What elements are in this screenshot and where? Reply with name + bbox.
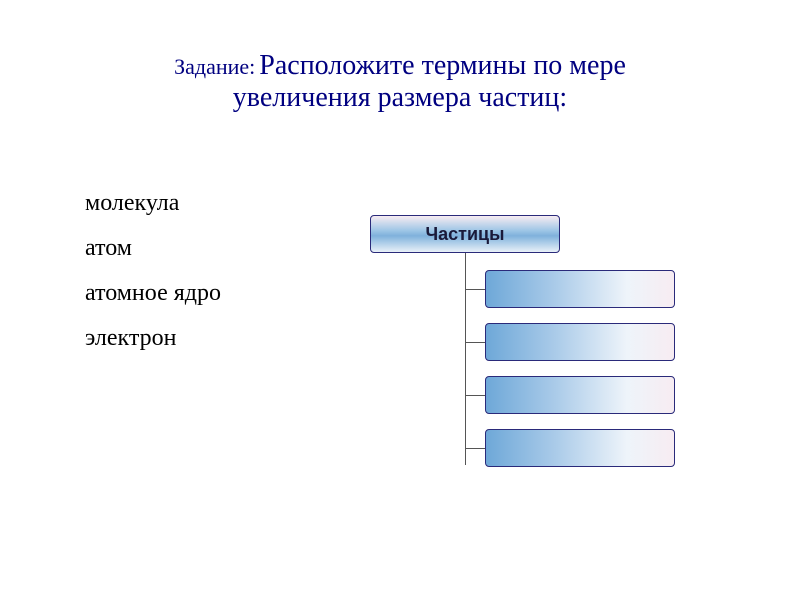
tree-child-slot[interactable]	[485, 429, 675, 467]
title-line2: увеличения размера частиц:	[233, 82, 567, 113]
tree-connector	[465, 395, 485, 396]
title-line1: Расположите термины по мере	[259, 50, 626, 81]
tree-child-slot[interactable]	[485, 323, 675, 361]
term-item: молекула	[85, 190, 221, 217]
tree-diagram: Частицы	[370, 215, 560, 253]
terms-list: молекула атом атомное ядро электрон	[85, 190, 221, 370]
tree-connector	[465, 448, 485, 449]
term-item: атом	[85, 235, 221, 262]
term-item: атомное ядро	[85, 280, 221, 307]
tree-trunk	[465, 253, 466, 465]
term-item: электрон	[85, 325, 221, 352]
tree-child-slot[interactable]	[485, 376, 675, 414]
title-prefix: Задание:	[174, 54, 255, 79]
tree-connector	[465, 289, 485, 290]
tree-connector	[465, 342, 485, 343]
tree-root: Частицы	[370, 215, 560, 253]
tree-child-slot[interactable]	[485, 270, 675, 308]
title: Задание: Расположите термины по мере уве…	[0, 50, 800, 114]
